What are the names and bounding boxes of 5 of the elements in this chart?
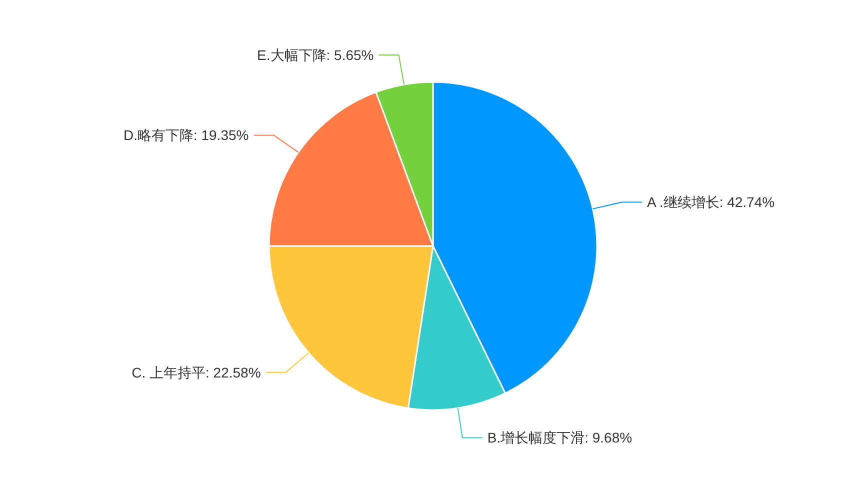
slice-label: B.增长幅度下滑: 9.68% xyxy=(487,430,632,446)
slice-label: E.大幅下降: 5.65% xyxy=(257,46,374,63)
slice-label: D.略有下降: 19.35% xyxy=(123,127,249,144)
slice-label: A .继续增长: 42.74% xyxy=(646,194,775,210)
slice-label: C. 上年持平: 22.58% xyxy=(132,364,261,380)
